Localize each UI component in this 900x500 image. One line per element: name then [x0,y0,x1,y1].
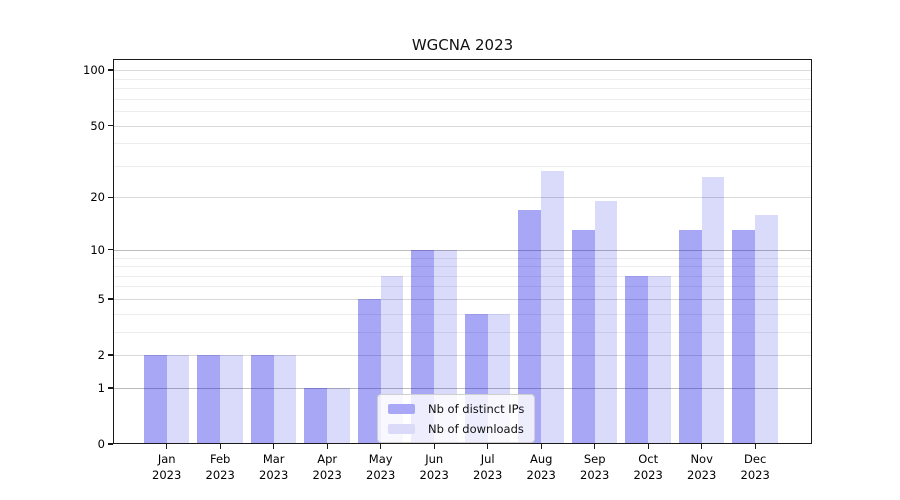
x-tick-label-aug: Aug 2023 [526,452,556,482]
x-tick-label-jul: Jul 2023 [473,452,503,482]
x-tick-label-dec: Dec 2023 [740,452,770,482]
gridline-1 [113,387,812,389]
bar-may-ips [357,298,381,444]
y-tick-mark-10 [108,249,113,251]
legend-swatch-downloads [388,423,415,434]
bar-aug-downloads [541,171,564,444]
x-tick-mark-may [380,444,382,449]
gridline-40 [113,143,812,145]
x-tick-mark-aug [540,444,542,449]
y-tick-label-100: 100 [83,63,105,78]
y-tick-mark-0 [108,443,113,445]
gridline-4 [113,313,812,315]
bar-mar-downloads [273,355,297,444]
x-tick-label-mar: Mar 2023 [259,452,289,482]
y-tick-mark-2 [108,354,113,356]
y-tick-label-2: 2 [97,348,105,363]
bar-apr-downloads [327,387,350,444]
x-tick-label-sep: Sep 2023 [580,452,610,482]
gridline-2 [113,355,812,357]
y-tick-label-50: 50 [90,118,105,133]
gridline-5 [113,298,812,300]
bar-dec-downloads [755,214,778,444]
gridline-6 [113,286,812,288]
x-tick-mark-apr [326,444,328,449]
legend-label-downloads: Nb of downloads [428,421,524,436]
gridline-3 [113,331,812,333]
y-tick-label-5: 5 [97,291,105,306]
bar-feb-ips [197,355,221,444]
bar-sep-ips [571,230,595,444]
x-tick-label-jun: Jun 2023 [419,452,449,482]
gridline-8 [113,266,812,268]
x-tick-label-oct: Oct 2023 [633,452,663,482]
gridline-9 [113,257,812,259]
bar-feb-downloads [220,355,243,444]
bar-jan-ips [143,355,167,444]
bar-mar-ips [250,355,274,444]
plot-area [113,59,812,444]
x-tick-label-jan: Jan 2023 [152,452,182,482]
x-tick-label-nov: Nov 2023 [687,452,717,482]
x-tick-mark-feb [219,444,221,449]
x-tick-mark-dec [754,444,756,449]
legend-label-distinct-ips: Nb of distinct IPs [428,401,525,416]
gridline-90 [113,78,812,80]
legend-swatch-distinct-ips [388,403,415,414]
x-tick-mark-mar [273,444,275,449]
gridline-7 [113,275,812,277]
gridline-50 [113,125,812,127]
y-tick-mark-50 [108,124,113,127]
x-tick-mark-nov [701,444,703,449]
y-tick-label-0: 0 [97,437,105,451]
legend: Nb of distinct IPs Nb of downloads [377,394,536,443]
gridline-30 [113,165,812,167]
y-tick-mark-20 [108,196,113,199]
x-tick-mark-jul [487,444,489,449]
x-tick-mark-jun [433,444,435,449]
y-tick-mark-100 [108,69,113,71]
gridline-80 [113,88,812,90]
gridline-100 [113,70,812,72]
bar-oct-downloads [648,275,671,444]
x-tick-mark-jan [166,444,168,449]
bar-sep-downloads [594,201,618,444]
legend-row-downloads: Nb of downloads [388,421,524,436]
gridline-60 [113,111,812,113]
gridline-20 [113,197,812,199]
bar-nov-ips [678,230,702,444]
bar-oct-ips [625,275,649,444]
x-tick-mark-sep [594,444,596,449]
bar-jan-downloads [166,355,190,444]
legend-row-distinct-ips: Nb of distinct IPs [388,401,524,416]
bar-aug-ips [518,209,542,444]
x-tick-mark-oct [647,444,649,449]
bar-apr-ips [304,387,328,444]
y-tick-mark-1 [108,387,113,389]
x-tick-label-may: May 2023 [366,452,396,482]
gridline-10 [113,249,812,251]
y-tick-label-1: 1 [97,380,105,395]
y-tick-label-10: 10 [90,242,105,257]
bar-nov-downloads [701,177,725,444]
x-tick-label-apr: Apr 2023 [312,452,342,482]
chart-title: WGCNA 2023 [411,36,514,54]
gridline-70 [113,98,812,100]
bar-dec-ips [732,230,756,444]
y-tick-mark-5 [108,298,113,300]
x-tick-label-feb: Feb 2023 [205,452,235,482]
y-tick-label-20: 20 [90,190,105,205]
